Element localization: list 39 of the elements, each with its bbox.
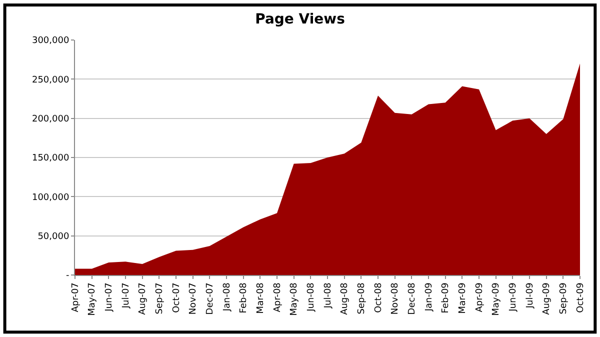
x-tick-label: Apr-07 (70, 282, 81, 312)
x-tick-label: Dec-07 (206, 282, 216, 315)
x-tick-label: Aug-08 (340, 282, 350, 315)
x-tick-label: Nov-08 (390, 282, 401, 315)
x-tick-label: Dec-08 (408, 282, 418, 315)
y-tick-label: 250,000 (32, 75, 70, 86)
x-tick-label: Oct-09 (576, 282, 586, 313)
chart-title: Page Views (255, 11, 345, 28)
x-tick-label: Jul-09 (525, 282, 536, 310)
x-tick-label: Oct-07 (172, 282, 182, 313)
x-tick-label: Jun-08 (306, 282, 317, 312)
x-tick-label: Nov-07 (188, 282, 199, 315)
y-tick-label: 150,000 (32, 154, 70, 164)
x-tick-label: Jun-07 (104, 282, 115, 312)
y-tick-label: 200,000 (32, 114, 70, 124)
x-tick-label: May-09 (492, 282, 502, 316)
x-tick-label: Feb-09 (441, 282, 452, 314)
x-tick-label: Mar-08 (256, 282, 266, 314)
x-tick-label: Sep-08 (357, 282, 368, 314)
x-tick-label: May-08 (290, 282, 300, 316)
x-tick-label: Jul-08 (323, 282, 334, 310)
x-tick-label: Sep-09 (559, 282, 570, 314)
y-tick-label: 50,000 (38, 232, 70, 242)
x-tick-label: Apr-08 (272, 282, 283, 312)
x-tick-label: Aug-07 (138, 282, 148, 315)
x-tick-label: Jan-08 (222, 282, 232, 312)
x-tick-label: Oct-08 (374, 282, 384, 313)
y-tick-label: - (66, 271, 70, 282)
y-tick-label: 300,000 (32, 36, 70, 46)
x-tick-label: Aug-09 (542, 282, 552, 315)
y-tick-label: 100,000 (32, 192, 70, 203)
x-tick-label: May-07 (88, 282, 98, 316)
x-tick-label: Feb-08 (239, 282, 250, 314)
x-tick-label: Jun-09 (508, 282, 519, 312)
x-tick-label: Sep-07 (155, 282, 166, 314)
x-tick-label: Jan-09 (424, 282, 434, 312)
x-tick-label: Apr-09 (474, 282, 485, 312)
x-tick-label: Jul-07 (121, 282, 132, 310)
x-tick-label: Mar-09 (458, 282, 468, 314)
